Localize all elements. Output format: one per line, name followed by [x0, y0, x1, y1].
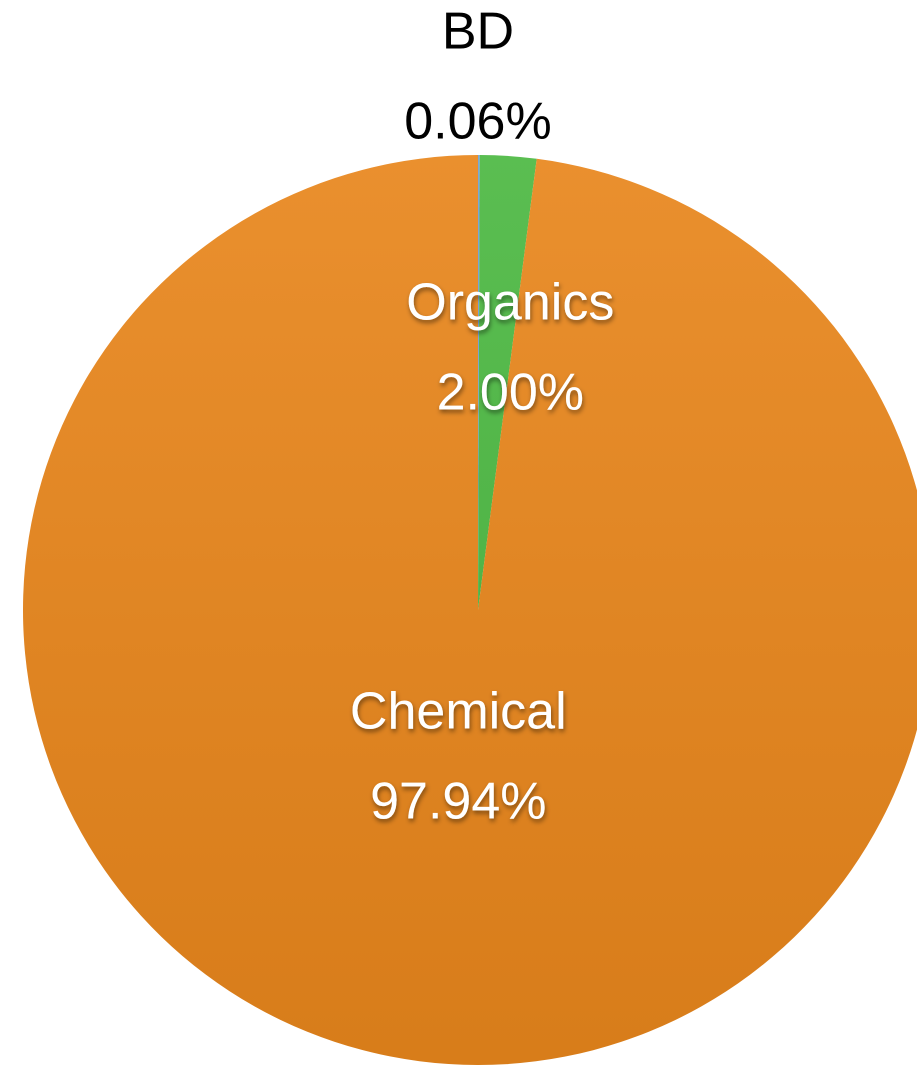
slice-value-label: 97.94% [370, 772, 546, 830]
labels: BD 0.06% Organics 2.00% Chemical 97.94% [350, 3, 614, 831]
slice-name: BD [442, 3, 514, 61]
slice-name: Organics [406, 273, 614, 331]
slice-value-label: 0.06% [404, 93, 551, 151]
slice-name: Chemical [350, 682, 567, 740]
slice-value-label: 2.00% [437, 363, 584, 421]
